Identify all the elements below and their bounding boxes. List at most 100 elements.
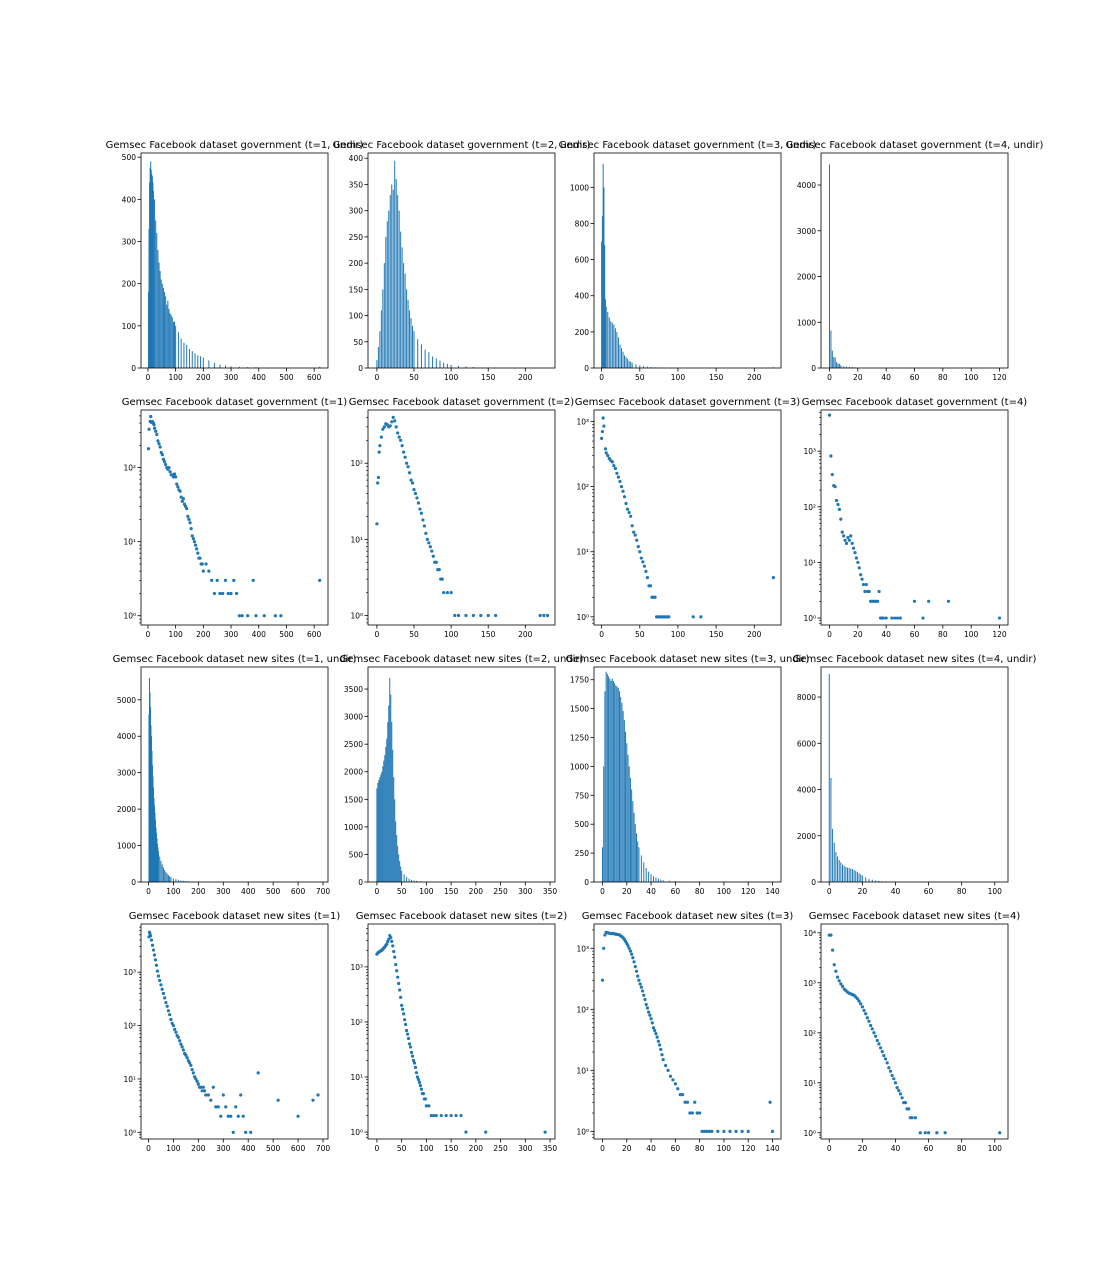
histogram-bar (400, 231, 402, 368)
data-point (251, 578, 255, 583)
histogram-bar (611, 678, 613, 882)
chart-title: Gemsec Facebook dataset government (t=4,… (786, 140, 1044, 151)
histogram-bar (417, 339, 419, 368)
histogram-bar (602, 163, 604, 368)
y-tick-label: 0 (584, 364, 589, 373)
histogram-bar (391, 722, 393, 882)
x-tick-label: 500 (266, 1144, 281, 1153)
histogram-bar (607, 311, 609, 368)
histogram-bar (398, 854, 400, 882)
data-point (394, 962, 398, 967)
data-point (382, 425, 386, 429)
data-point (421, 1092, 426, 1096)
y-tick-label: 10¹ (803, 558, 816, 567)
x-tick-label: 100 (964, 373, 979, 382)
data-point (884, 616, 888, 620)
data-point (862, 1008, 866, 1013)
subplot-3: Gemsec Facebook dataset government (t=3,… (559, 140, 817, 382)
chart-title: Gemsec Facebook dataset new sites (t=3, … (566, 654, 810, 665)
data-marks (376, 678, 546, 882)
data-point (166, 1009, 171, 1013)
data-point (622, 495, 627, 499)
y-tick-label: 400 (349, 154, 364, 163)
y-tick-label: 10⁴ (803, 929, 816, 938)
y-tick-label: 0 (811, 364, 816, 373)
histogram-bar (170, 315, 172, 368)
data-point (454, 1113, 458, 1118)
data-point (405, 1032, 410, 1036)
histogram-bar (388, 210, 390, 368)
x-tick-label: 0 (599, 373, 604, 382)
histogram-bar (389, 194, 391, 368)
x-tick-label: 80 (957, 1144, 967, 1153)
histogram-bar (172, 878, 174, 882)
histogram-bar (851, 367, 853, 368)
data-point (459, 1113, 463, 1118)
x-tick-label: 60 (910, 630, 920, 639)
histogram-bar (162, 867, 164, 882)
y-tick-label: 3000 (797, 227, 816, 236)
data-point (690, 1111, 694, 1115)
data-point (224, 1105, 228, 1109)
data-point (184, 1053, 188, 1057)
data-point (415, 496, 419, 500)
histogram-bar (855, 870, 857, 882)
data-marks (147, 930, 320, 1134)
data-point (185, 1056, 189, 1060)
y-tick-label: 10³ (576, 944, 589, 953)
histogram-bar (404, 273, 406, 368)
data-point (863, 589, 867, 594)
y-tick-label: 1000 (797, 318, 816, 327)
data-point (615, 471, 619, 475)
histogram-bar (605, 671, 607, 882)
data-point (434, 1113, 438, 1118)
data-point (912, 599, 917, 603)
y-tick-label: 3500 (344, 685, 363, 694)
histogram-bar (403, 874, 405, 882)
data-point (262, 614, 266, 618)
data-point (152, 423, 156, 427)
histogram-bar (627, 754, 629, 882)
data-point (471, 613, 475, 618)
data-point (616, 475, 621, 479)
x-tick-label: 600 (307, 373, 322, 382)
histogram-bar (655, 877, 657, 882)
y-tick-label: 10³ (803, 979, 816, 988)
data-point (851, 546, 856, 550)
data-point (685, 1100, 690, 1104)
data-point (418, 507, 422, 511)
data-point (876, 599, 880, 603)
data-point (698, 1111, 702, 1115)
histogram-bar (829, 164, 830, 368)
data-point (722, 1129, 726, 1133)
data-point (918, 1131, 922, 1135)
data-point (399, 995, 403, 999)
data-point (276, 1098, 280, 1102)
data-point (173, 1027, 177, 1031)
histogram-bar (604, 245, 606, 368)
subplot-11: Gemsec Facebook dataset new sites (t=3, … (566, 654, 810, 896)
histogram-bar (397, 846, 399, 882)
data-point (671, 1078, 675, 1082)
data-point (206, 1093, 210, 1097)
x-tick-label: 20 (858, 1144, 868, 1153)
data-point (705, 1129, 709, 1133)
y-tick-label: 10⁰ (350, 1128, 363, 1137)
x-tick-label: 140 (765, 887, 780, 896)
data-point (840, 984, 845, 988)
data-point (854, 556, 859, 560)
data-point (456, 613, 461, 618)
data-point (388, 424, 392, 428)
data-point (415, 1075, 420, 1079)
data-point (878, 1046, 883, 1050)
x-tick-label: 0 (827, 630, 832, 639)
data-point (187, 517, 191, 521)
histogram-bar (632, 801, 634, 882)
y-tick-label: 200 (349, 259, 364, 268)
histogram-bar (668, 880, 670, 882)
histogram-bar (611, 322, 613, 368)
histogram-bar (835, 851, 837, 882)
histogram-bar (395, 821, 397, 882)
histogram-bar (159, 856, 161, 882)
x-tick-label: 100 (166, 1144, 181, 1153)
